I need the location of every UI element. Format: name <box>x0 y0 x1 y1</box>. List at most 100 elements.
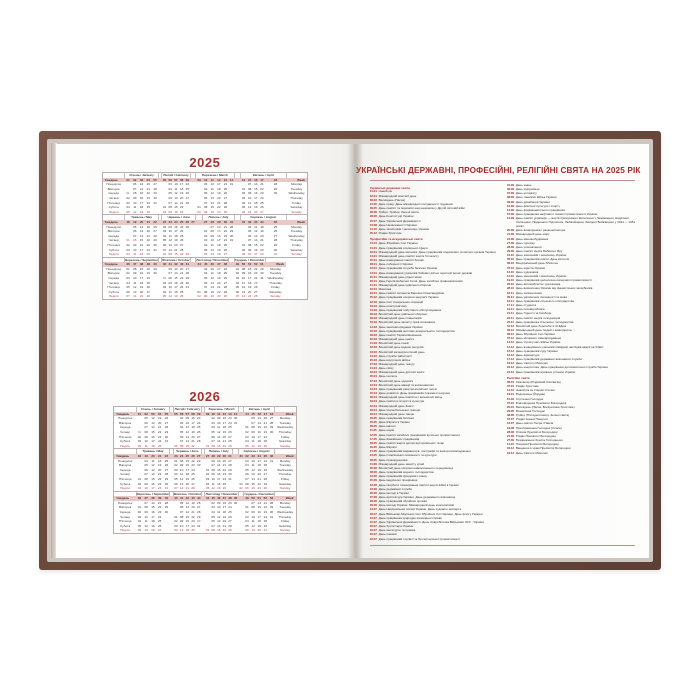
holiday-name: Великдень (Пасха) <box>378 197 405 202</box>
day-row: Неділя 04 11 18 25 01 08 15 22 29 06 13 20 27 03 10 17 24… <box>102 252 308 258</box>
holiday-section-header: Українські державні свята <box>369 185 410 190</box>
day-cell: 17 <box>217 476 221 481</box>
day-cell: 21 <box>260 182 264 187</box>
day-cell: 10 <box>185 420 190 425</box>
day-cell: 06 <box>211 519 215 524</box>
month-name: Жовтень / October <box>172 491 203 497</box>
week-number: 14 <box>232 411 239 417</box>
holiday-item: 07.09 День нотаріату <box>507 191 637 196</box>
day-cell: 12 <box>217 514 221 519</box>
holiday-date: 04.01 <box>369 253 377 258</box>
day-cell: 13 <box>246 209 253 216</box>
holiday-date: 11.05 <box>369 428 377 433</box>
day-cell: 30 <box>185 280 190 285</box>
day-cell: 14 <box>257 500 261 505</box>
day-cell: 09 <box>247 247 252 252</box>
holiday-date: 16.12 <box>506 352 514 357</box>
day-cell: 24 <box>156 486 164 492</box>
holiday-name: День Військово-Морських Сил Збройних Сил… <box>378 511 483 516</box>
day-cell: 03 <box>241 195 246 200</box>
day-cell: 23 <box>260 247 264 252</box>
day-cell: 07 <box>124 294 132 301</box>
holiday-name: День фармацевтичного працівника <box>515 207 565 212</box>
month-name: Вересень / September <box>124 257 159 263</box>
day-cell: 24 <box>179 285 184 290</box>
holiday-name: День бухгалтера України <box>378 524 414 529</box>
day-cell: 09 <box>179 519 184 524</box>
holiday-date: 01.10 <box>506 253 514 258</box>
day-cell: 19 <box>217 191 221 196</box>
day-cell: 31 <box>260 276 264 281</box>
day-cell: 19 <box>215 486 222 492</box>
month-header-row: Вересень / September Жовтень / October Лис… <box>102 257 307 263</box>
day-cell: 05 <box>133 224 137 229</box>
week-number-row: Тиждень 36 37 38 39 40 40 41 42 43 44 44 45 46 47 48 49 4… <box>113 496 297 501</box>
day-row: П'ятниця 02 09 16 23 30 06 13 20 27 06 13 20 27 03 10 17… <box>114 435 297 440</box>
holiday-name: День Сил спеціальних операцій <box>378 299 424 304</box>
holidays-title-divider <box>369 180 635 181</box>
day-cell: 05 <box>203 191 208 196</box>
week-number: 27 <box>190 219 196 225</box>
day-cell: 27 <box>197 434 201 439</box>
day-name-en: Wednesday <box>277 467 294 472</box>
day-cell: 03 <box>174 523 178 528</box>
day-cell: 06 <box>162 242 167 247</box>
column-separator <box>238 411 244 417</box>
day-cell: 27 <box>185 195 190 200</box>
day-cell: 12 <box>167 294 174 301</box>
day-cell: 08 <box>133 266 137 271</box>
day-name-en: Wednesday <box>277 425 294 430</box>
day-cell: 07 <box>173 486 179 492</box>
day-cell: 25 <box>254 280 258 285</box>
holiday-name: День Незалежності України <box>378 222 417 227</box>
day-cell: 14 <box>185 510 190 515</box>
day-cell: 11 <box>241 280 246 285</box>
day-cell: 23 <box>222 472 227 477</box>
month-name: Лютий / February <box>161 172 191 178</box>
holiday-item: 21.11 День Гідності та Свободи <box>507 311 637 316</box>
holiday-item: 22.04 Міжнародний день Землі <box>370 404 500 409</box>
day-cell: 25 <box>273 224 278 229</box>
day-cell: 17 <box>222 420 227 425</box>
day-cell: 17 <box>257 434 261 439</box>
day-cell: 21 <box>222 523 227 528</box>
week-label-en: Week <box>286 177 308 183</box>
day-cell: 03 <box>174 467 178 472</box>
week-number: 51 <box>256 496 263 501</box>
week-number: 10 <box>202 177 209 183</box>
day-cell: 15 <box>151 505 155 510</box>
day-cell: 29 <box>164 429 169 434</box>
day-cell: 21 <box>222 439 227 444</box>
day-cell: 17 <box>185 467 190 472</box>
week-number: 40 <box>173 496 179 501</box>
day-cell: 05 <box>174 476 178 481</box>
week-number: 18 <box>136 453 143 459</box>
day-row: Субота 03 10 17 24 31 07 14 21 28 07 14 21 28 04 11 18 25… <box>114 439 297 444</box>
week-number: 40 <box>151 262 159 267</box>
day-cell: 23 <box>228 500 232 505</box>
week-number: 32 <box>243 453 251 459</box>
holiday-name: Міжнародний день митника. День працівник… <box>378 249 496 254</box>
day-cell: 30 <box>222 294 229 301</box>
day-cell: 26 <box>157 523 162 528</box>
day-cell: 06 <box>168 266 172 271</box>
day-cell: 28 <box>153 233 157 238</box>
holiday-item: 02.01 Міжнародний день митника. День прац… <box>370 249 500 255</box>
month-name: Липень / July <box>204 448 234 454</box>
holiday-item: 01.10 День захисників і захисниць України <box>506 253 637 258</box>
day-cell: 16 <box>151 481 155 486</box>
day-row: Вівторок 01 08 15 22 29 06 13 20 27 03 10 17 24 01 08 15… <box>114 505 297 510</box>
day-cell: 17 <box>139 200 144 205</box>
day-name-en: Friday <box>280 476 290 481</box>
day-cell: 08 <box>210 443 216 450</box>
holiday-item: 15.12 День працівників суду України <box>507 349 637 354</box>
holiday-item: 08.06 День працівників водного господарст… <box>370 470 500 475</box>
holiday-date: 24.08 <box>369 222 377 227</box>
day-cell: 28 <box>223 200 228 205</box>
day-cell: 01 <box>126 191 130 196</box>
right-page-holidays: УКРАЇНСЬКІ ДЕРЖАВНІ, ПРОФЕСІЙНІ, РЕЛІГІЙ… <box>353 144 649 558</box>
holiday-name: День пам'яті жертв Бабиного Яру <box>515 249 563 253</box>
week-number: 38 <box>149 496 157 501</box>
week-number: 02 <box>131 177 139 183</box>
day-cell: 31 <box>265 252 286 258</box>
